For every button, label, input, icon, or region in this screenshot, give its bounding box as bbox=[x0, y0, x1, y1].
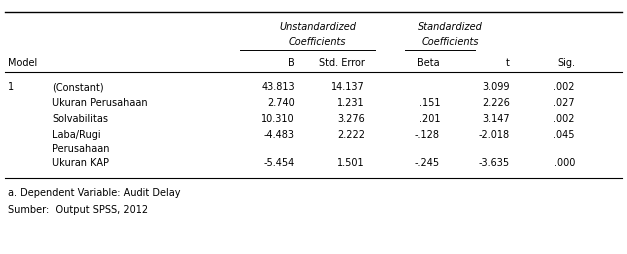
Text: -5.454: -5.454 bbox=[264, 158, 295, 168]
Text: .002: .002 bbox=[554, 114, 575, 124]
Text: 3.147: 3.147 bbox=[482, 114, 510, 124]
Text: Ukuran KAP: Ukuran KAP bbox=[52, 158, 109, 168]
Text: a. Dependent Variable: Audit Delay: a. Dependent Variable: Audit Delay bbox=[8, 188, 181, 198]
Text: 3.276: 3.276 bbox=[337, 114, 365, 124]
Text: .151: .151 bbox=[418, 98, 440, 108]
Text: (Constant): (Constant) bbox=[52, 82, 103, 92]
Text: Standardized: Standardized bbox=[418, 22, 482, 32]
Text: Coefficients: Coefficients bbox=[421, 37, 479, 47]
Text: 2.740: 2.740 bbox=[267, 98, 295, 108]
Text: Ukuran Perusahaan: Ukuran Perusahaan bbox=[52, 98, 147, 108]
Text: 1.501: 1.501 bbox=[337, 158, 365, 168]
Text: Model: Model bbox=[8, 58, 37, 68]
Text: .027: .027 bbox=[554, 98, 575, 108]
Text: 43.813: 43.813 bbox=[261, 82, 295, 92]
Text: .045: .045 bbox=[554, 130, 575, 140]
Text: 10.310: 10.310 bbox=[261, 114, 295, 124]
Text: 3.099: 3.099 bbox=[483, 82, 510, 92]
Text: 1: 1 bbox=[8, 82, 14, 92]
Text: t: t bbox=[506, 58, 510, 68]
Text: Unstandardized: Unstandardized bbox=[279, 22, 356, 32]
Text: Perusahaan: Perusahaan bbox=[52, 144, 110, 154]
Text: Sig.: Sig. bbox=[557, 58, 575, 68]
Text: 2.222: 2.222 bbox=[337, 130, 365, 140]
Text: Laba/Rugi: Laba/Rugi bbox=[52, 130, 100, 140]
Text: 2.226: 2.226 bbox=[482, 98, 510, 108]
Text: 14.137: 14.137 bbox=[331, 82, 365, 92]
Text: .002: .002 bbox=[554, 82, 575, 92]
Text: B: B bbox=[288, 58, 295, 68]
Text: -2.018: -2.018 bbox=[479, 130, 510, 140]
Text: -3.635: -3.635 bbox=[479, 158, 510, 168]
Text: Coefficients: Coefficients bbox=[289, 37, 346, 47]
Text: .201: .201 bbox=[418, 114, 440, 124]
Text: .000: .000 bbox=[554, 158, 575, 168]
Text: Solvabilitas: Solvabilitas bbox=[52, 114, 108, 124]
Text: -.128: -.128 bbox=[415, 130, 440, 140]
Text: -.245: -.245 bbox=[415, 158, 440, 168]
Text: Beta: Beta bbox=[418, 58, 440, 68]
Text: Sumber:  Output SPSS, 2012: Sumber: Output SPSS, 2012 bbox=[8, 205, 148, 215]
Text: 1.231: 1.231 bbox=[337, 98, 365, 108]
Text: Std. Error: Std. Error bbox=[319, 58, 365, 68]
Text: -4.483: -4.483 bbox=[264, 130, 295, 140]
